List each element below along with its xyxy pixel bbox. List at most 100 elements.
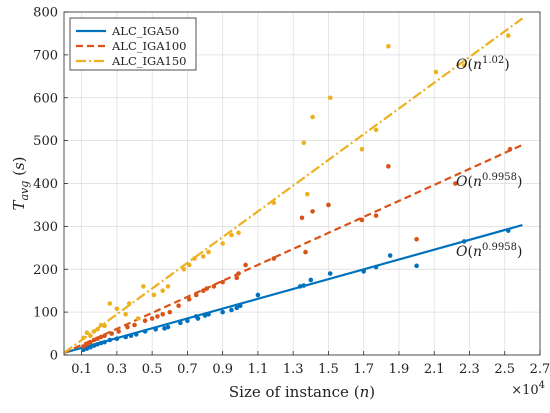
fit-line xyxy=(63,17,524,354)
data-point xyxy=(206,311,211,317)
series-alc_iga100 xyxy=(63,143,523,354)
data-point xyxy=(102,333,107,339)
y-tick-label: 600 xyxy=(33,91,58,106)
data-point xyxy=(81,335,86,341)
data-point xyxy=(200,254,206,259)
fit-line xyxy=(63,224,523,354)
data-point xyxy=(98,334,104,340)
data-point xyxy=(507,146,513,152)
data-point xyxy=(81,344,86,349)
data-point xyxy=(165,284,171,289)
data-point xyxy=(95,326,100,332)
fit-label-alc_iga50: O(n0.9958) xyxy=(456,242,522,260)
data-point xyxy=(128,333,134,339)
legend-item-alc_iga100: ALC_IGA100 xyxy=(76,39,186,53)
data-point xyxy=(176,303,181,308)
y-tick-label: 400 xyxy=(33,177,58,192)
x-tick-label: 1.1 xyxy=(248,362,269,377)
data-point xyxy=(220,241,225,246)
data-point xyxy=(308,277,314,283)
y-tick-label: 800 xyxy=(33,6,58,21)
data-point xyxy=(433,69,439,75)
data-point xyxy=(178,320,183,326)
data-point xyxy=(167,309,173,315)
data-point xyxy=(255,292,261,298)
data-point xyxy=(200,288,206,293)
series-alc_iga150 xyxy=(63,17,524,354)
data-point xyxy=(327,271,333,276)
data-point xyxy=(193,292,199,298)
data-point xyxy=(160,311,166,317)
x-tick-label: 1.7 xyxy=(353,362,374,377)
data-point xyxy=(414,236,419,242)
data-point xyxy=(84,341,90,347)
data-point xyxy=(88,344,93,350)
x-tick-label: 2.7 xyxy=(530,362,550,377)
x-tick-label: 1.3 xyxy=(283,362,304,377)
data-point xyxy=(84,346,90,351)
data-point xyxy=(109,331,114,336)
data-point xyxy=(386,164,391,169)
data-point xyxy=(162,326,167,331)
data-point xyxy=(195,316,201,321)
y-tick-label: 500 xyxy=(33,134,58,149)
x-tick-label: 2.5 xyxy=(494,362,515,377)
x-tick-label: 1.9 xyxy=(389,362,410,377)
data-point xyxy=(132,322,137,328)
data-point xyxy=(192,256,197,261)
y-tick-label: 100 xyxy=(33,306,58,321)
data-point xyxy=(301,283,307,288)
data-point xyxy=(206,249,211,255)
x-scale-multiplier: ×104 xyxy=(511,380,545,398)
legend-item-alc_iga50: ALC_IGA50 xyxy=(76,24,179,38)
x-axis-title: Size of instance (n) xyxy=(229,383,375,401)
legend-label: ALC_IGA150 xyxy=(111,54,186,68)
data-point xyxy=(301,140,307,146)
data-point xyxy=(125,324,130,330)
x-tick-label: 2.3 xyxy=(459,362,480,377)
data-point xyxy=(361,269,367,274)
data-point xyxy=(186,296,192,302)
data-point xyxy=(304,191,310,197)
data-point xyxy=(386,44,391,49)
legend-label: ALC_IGA50 xyxy=(111,24,179,38)
data-point xyxy=(123,311,129,317)
data-point xyxy=(91,337,97,343)
data-point xyxy=(91,329,97,334)
data-point xyxy=(327,95,333,101)
x-tick-label: 0.3 xyxy=(107,362,128,377)
data-point xyxy=(310,114,315,120)
data-point xyxy=(95,336,100,342)
x-tick-label: 0.5 xyxy=(142,362,163,377)
x-tick-label: 2.1 xyxy=(424,362,445,377)
data-point xyxy=(151,292,157,298)
legend-item-alc_iga150: ALC_IGA150 xyxy=(76,54,186,68)
data-point xyxy=(359,217,365,223)
y-tick-label: 0 xyxy=(50,349,58,364)
data-point xyxy=(98,340,104,346)
data-point xyxy=(299,215,305,221)
data-point xyxy=(107,301,113,306)
data-point xyxy=(95,341,100,347)
data-point xyxy=(107,337,113,343)
data-point xyxy=(181,266,187,272)
data-point xyxy=(310,209,315,214)
fit-label-alc_iga100: O(n0.9958) xyxy=(456,172,522,190)
x-tick-label: 0.7 xyxy=(177,362,198,377)
data-point xyxy=(141,284,146,289)
data-point xyxy=(461,239,467,244)
data-point xyxy=(204,286,210,291)
data-point xyxy=(211,284,217,289)
data-point xyxy=(88,333,93,339)
data-point xyxy=(373,213,379,218)
data-point xyxy=(359,146,365,152)
y-tick-label: 300 xyxy=(33,220,58,235)
data-point xyxy=(297,284,303,289)
data-point xyxy=(220,309,225,315)
data-point xyxy=(505,33,511,38)
data-point xyxy=(303,249,308,255)
fit-line xyxy=(63,143,523,354)
data-point xyxy=(243,262,248,268)
